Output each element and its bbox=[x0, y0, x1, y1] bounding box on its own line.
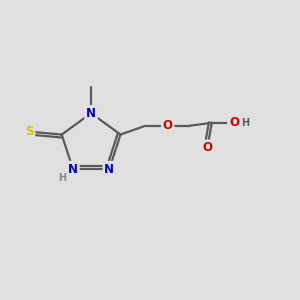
Text: O: O bbox=[229, 116, 239, 129]
Text: H: H bbox=[241, 118, 249, 128]
Text: O: O bbox=[202, 141, 212, 154]
Text: N: N bbox=[104, 163, 114, 176]
Text: H: H bbox=[58, 173, 67, 183]
Text: S: S bbox=[25, 125, 34, 138]
Text: N: N bbox=[86, 107, 96, 120]
Text: O: O bbox=[163, 119, 172, 132]
Text: N: N bbox=[68, 163, 78, 176]
